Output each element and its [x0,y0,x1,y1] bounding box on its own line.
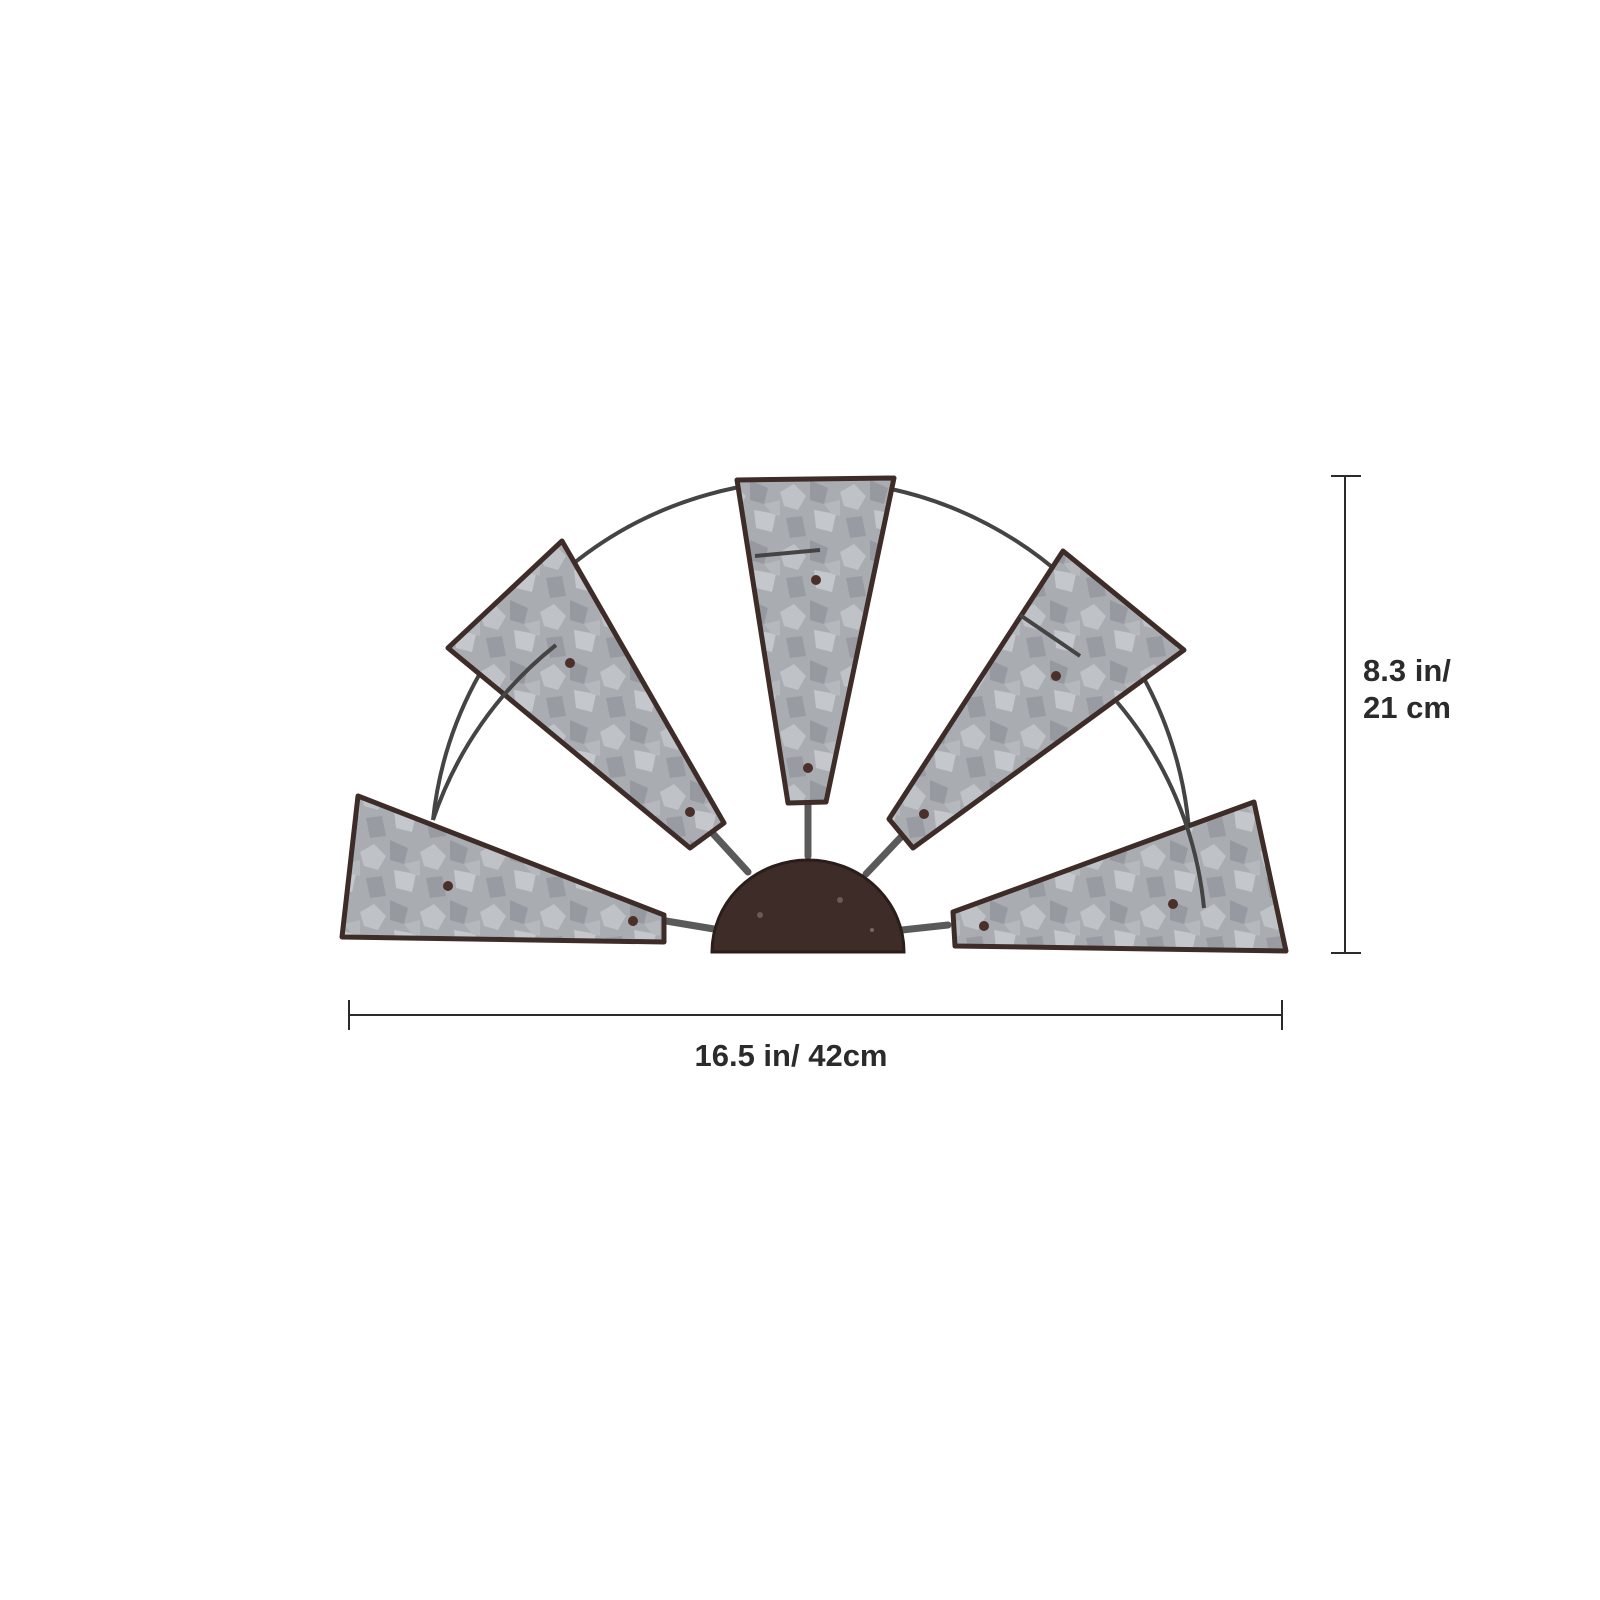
height-dimension-line-1: 8.3 in/ [1363,653,1451,688]
windmill-blade-right [950,799,1289,954]
width-dimension-label: 16.5 in/ 42cm [694,1038,888,1073]
width-dimension-line [348,1000,1283,1030]
height-dimension-line-2: 21 cm [1363,690,1451,726]
windmill-hub [710,858,906,954]
height-dimension-line [1331,475,1361,954]
windmill-blade-center [734,475,897,806]
windmill-blade-left [339,793,667,945]
height-dimension-label: 8.3 in/ 21 cm [1363,652,1451,726]
windmill-blade-upper-left [445,538,727,851]
windmill-blade-upper-right [886,548,1187,851]
